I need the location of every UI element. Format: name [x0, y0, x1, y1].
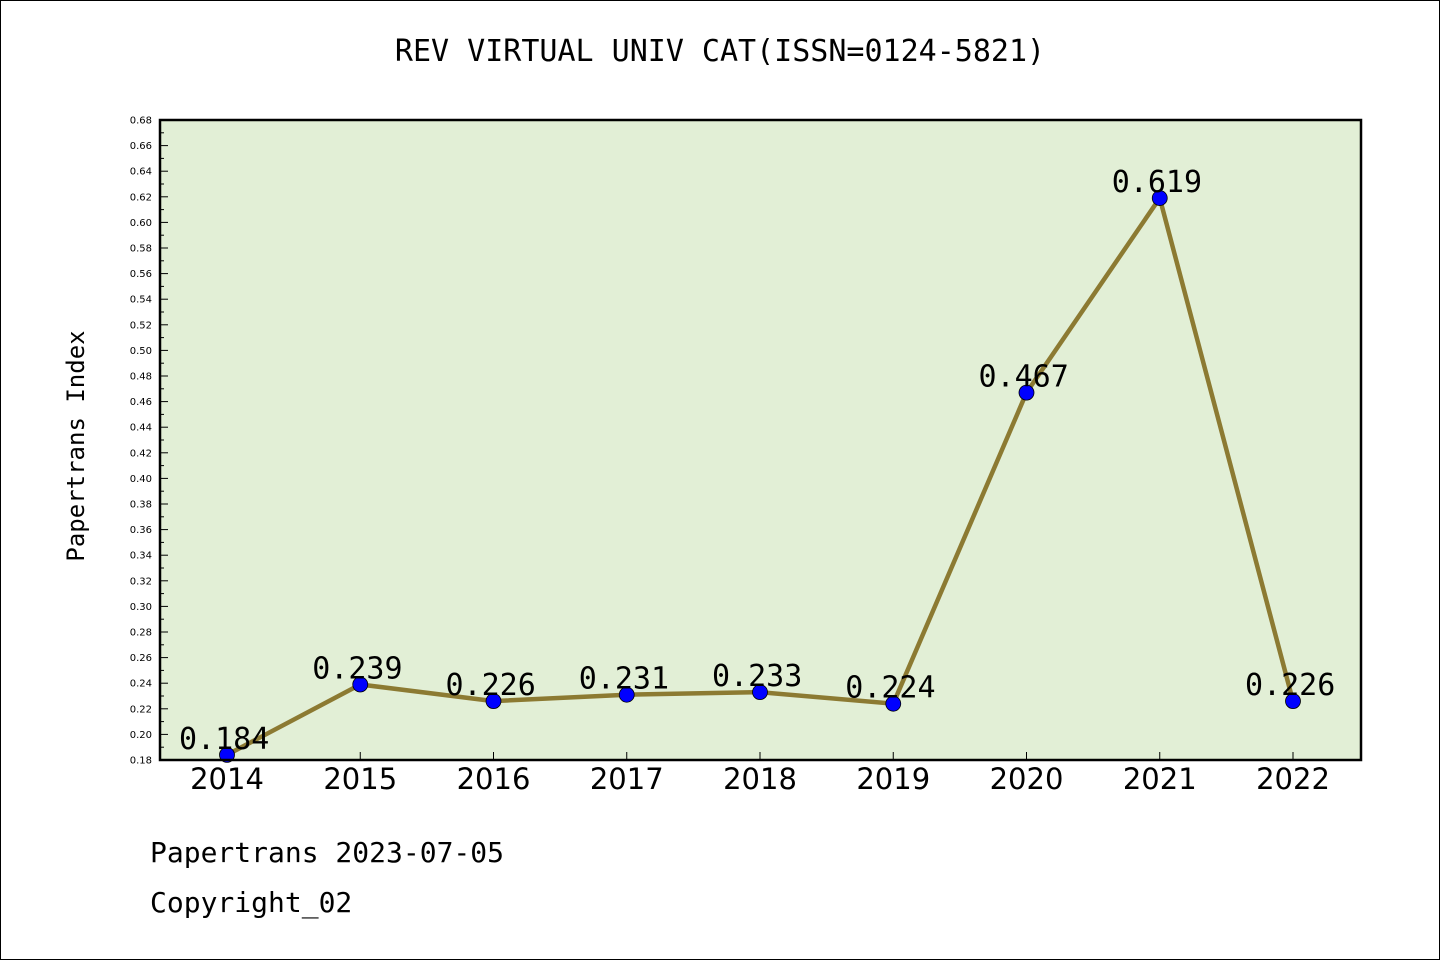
x-tick-label: 2020 [990, 762, 1064, 796]
x-tick-label: 2015 [323, 762, 397, 796]
data-label: 0.619 [1112, 165, 1202, 200]
data-point [1151, 190, 1168, 206]
data-label: 0.184 [179, 722, 269, 757]
plot-area [160, 120, 1361, 760]
y-tick-label: 0.60 [130, 218, 152, 229]
y-tick-label: 0.32 [130, 576, 152, 587]
data-point [752, 684, 768, 701]
y-tick-label: 0.42 [130, 448, 152, 459]
data-label: 0.226 [446, 668, 536, 703]
data-label: 0.224 [845, 671, 935, 706]
data-point [618, 686, 635, 703]
y-tick-label: 0.36 [130, 525, 152, 536]
y-tick-label: 0.66 [130, 141, 152, 152]
y-tick-label: 0.18 [130, 756, 152, 767]
x-tick-label: 2017 [590, 762, 664, 796]
y-tick-label: 0.58 [130, 244, 152, 255]
y-tick-label: 0.56 [130, 269, 152, 280]
data-point [485, 693, 502, 710]
data-label: 0.233 [712, 659, 802, 694]
y-tick-label: 0.64 [130, 167, 152, 178]
data-label: 0.231 [579, 662, 669, 697]
x-tick-label: 2022 [1256, 762, 1330, 796]
plot-border [158, 118, 1363, 762]
y-tick-label: 0.38 [130, 500, 152, 511]
y-tick-label: 0.68 [130, 116, 152, 127]
x-tick-label: 2021 [1123, 762, 1197, 796]
data-point [885, 695, 902, 712]
data-label: 0.467 [979, 360, 1069, 395]
x-tick-label: 2014 [190, 762, 264, 796]
y-tick-label: 0.46 [130, 397, 152, 408]
data-point [1285, 693, 1301, 710]
y-tick-label: 0.40 [130, 474, 152, 485]
y-tick-label: 0.28 [130, 628, 152, 639]
y-tick-label: 0.30 [130, 602, 152, 613]
y-tick-label: 0.22 [130, 704, 152, 715]
chart-title: REV VIRTUAL UNIV CAT(ISSN=0124-5821) [394, 34, 1046, 69]
data-label: 0.226 [1245, 668, 1335, 703]
y-tick-label: 0.24 [130, 679, 152, 690]
y-tick-label: 0.62 [130, 192, 152, 203]
y-tick-label: 0.54 [130, 295, 152, 306]
y-tick-label: 0.20 [130, 730, 152, 741]
y-tick-label: 0.44 [130, 423, 152, 434]
data-label: 0.239 [312, 651, 402, 686]
y-tick-label: 0.48 [130, 372, 152, 383]
y-tick-label: 0.52 [130, 320, 152, 331]
footer-date: Papertrans 2023-07-05 [150, 836, 505, 869]
y-tick-label: 0.34 [130, 551, 152, 562]
y-tick-label: 0.50 [130, 346, 152, 357]
data-point [219, 746, 235, 763]
data-point [352, 676, 369, 693]
y-tick-label: 0.26 [130, 653, 152, 664]
x-tick-label: 2018 [723, 762, 797, 796]
x-tick-label: 2019 [856, 762, 930, 796]
footer-copyright: Copyright_02 [150, 886, 353, 919]
data-point [1018, 384, 1035, 401]
x-tick-label: 2016 [457, 762, 531, 796]
